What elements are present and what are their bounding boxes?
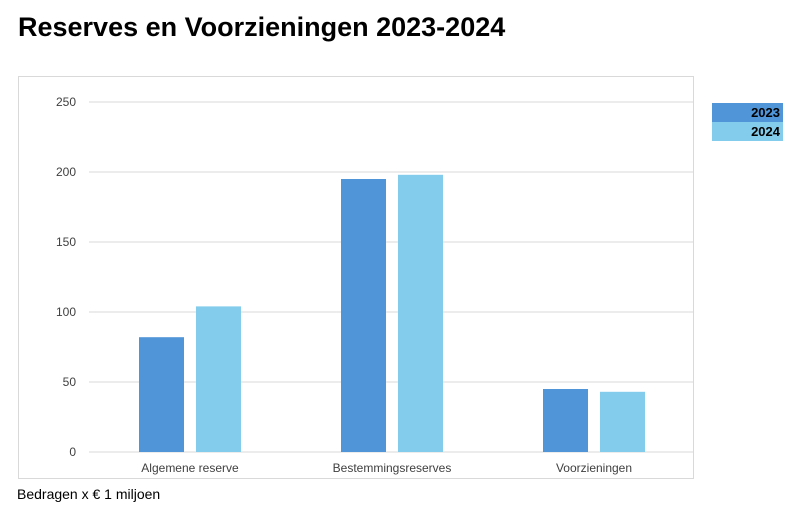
- y-tick-label: 200: [56, 165, 76, 179]
- page-title: Reserves en Voorzieningen 2023-2024: [18, 12, 506, 42]
- bar-2023: [341, 179, 386, 452]
- y-tick-label: 100: [56, 305, 76, 319]
- x-category-label: Voorzieningen: [556, 461, 632, 475]
- bar-2023: [543, 389, 588, 452]
- y-tick-label: 150: [56, 235, 76, 249]
- bar-chart: 0 50 100 150 200 250 Algemene reserve Bestemmin…: [56, 95, 694, 475]
- y-tick-label: 0: [69, 445, 76, 459]
- legend-item-2023: 2023: [712, 103, 783, 122]
- chart-legend: 2023 2024: [712, 103, 783, 141]
- x-category-label: Bestemmingsreserves: [333, 461, 452, 475]
- footnote: Bedragen x € 1 miljoen: [17, 486, 161, 502]
- bar-2024: [196, 306, 241, 452]
- x-category-label: Algemene reserve: [141, 461, 239, 475]
- bar-2024: [398, 174, 443, 453]
- y-tick-label: 50: [63, 375, 77, 389]
- legend-item-2024: 2024: [712, 122, 783, 141]
- chart-area: 0 50 100 150 200 250 Algemene reserve Bestemmin…: [18, 76, 694, 479]
- y-tick-label: 250: [56, 95, 76, 109]
- bar-2024: [600, 391, 645, 452]
- bar-2023: [139, 337, 184, 452]
